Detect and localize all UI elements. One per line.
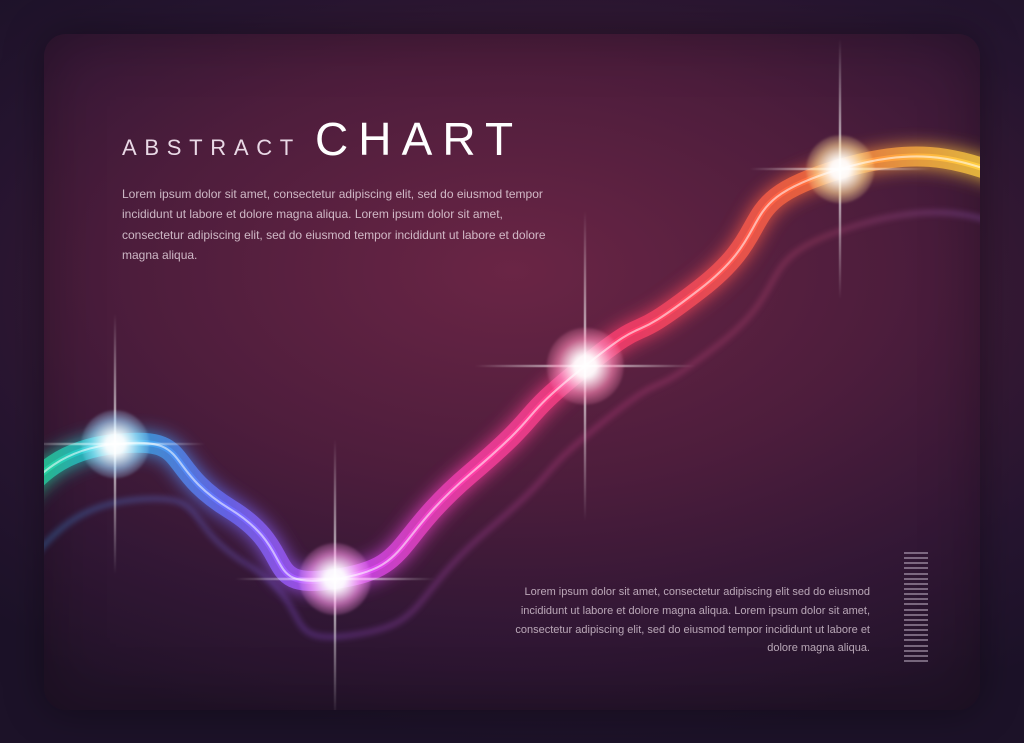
- gauge-tick: [904, 634, 928, 636]
- footer-text: Lorem ipsum dolor sit amet, consectetur …: [510, 583, 870, 658]
- gauge-tick: [904, 624, 928, 626]
- gauge-tick: [904, 645, 928, 647]
- gauge-tick: [904, 552, 928, 554]
- gauge-tick: [904, 614, 928, 616]
- gauge-tick: [904, 660, 928, 662]
- chart-card: ABSTRACT CHART Lorem ipsum dolor sit ame…: [44, 34, 980, 710]
- gauge-tick: [904, 603, 928, 605]
- gauge-tick: [904, 567, 928, 569]
- gauge-tick: [904, 650, 928, 652]
- gauge-tick: [904, 598, 928, 600]
- gauge-tick: [904, 619, 928, 621]
- gauge-tick: [904, 639, 928, 641]
- gauge-tick: [904, 557, 928, 559]
- title-small: ABSTRACT: [122, 135, 301, 161]
- gauge-tick: [904, 583, 928, 585]
- bar-gauge: [904, 552, 928, 662]
- title-block: ABSTRACT CHART Lorem ipsum dolor sit ame…: [122, 112, 602, 266]
- gauge-tick: [904, 578, 928, 580]
- gauge-tick: [904, 573, 928, 575]
- gauge-tick: [904, 609, 928, 611]
- subtitle-text: Lorem ipsum dolor sit amet, consectetur …: [122, 184, 562, 266]
- gauge-tick: [904, 655, 928, 657]
- gauge-tick: [904, 562, 928, 564]
- title-large: CHART: [315, 112, 523, 166]
- echo-curve: [44, 212, 980, 637]
- gauge-tick: [904, 588, 928, 590]
- gauge-tick: [904, 629, 928, 631]
- gauge-tick: [904, 593, 928, 595]
